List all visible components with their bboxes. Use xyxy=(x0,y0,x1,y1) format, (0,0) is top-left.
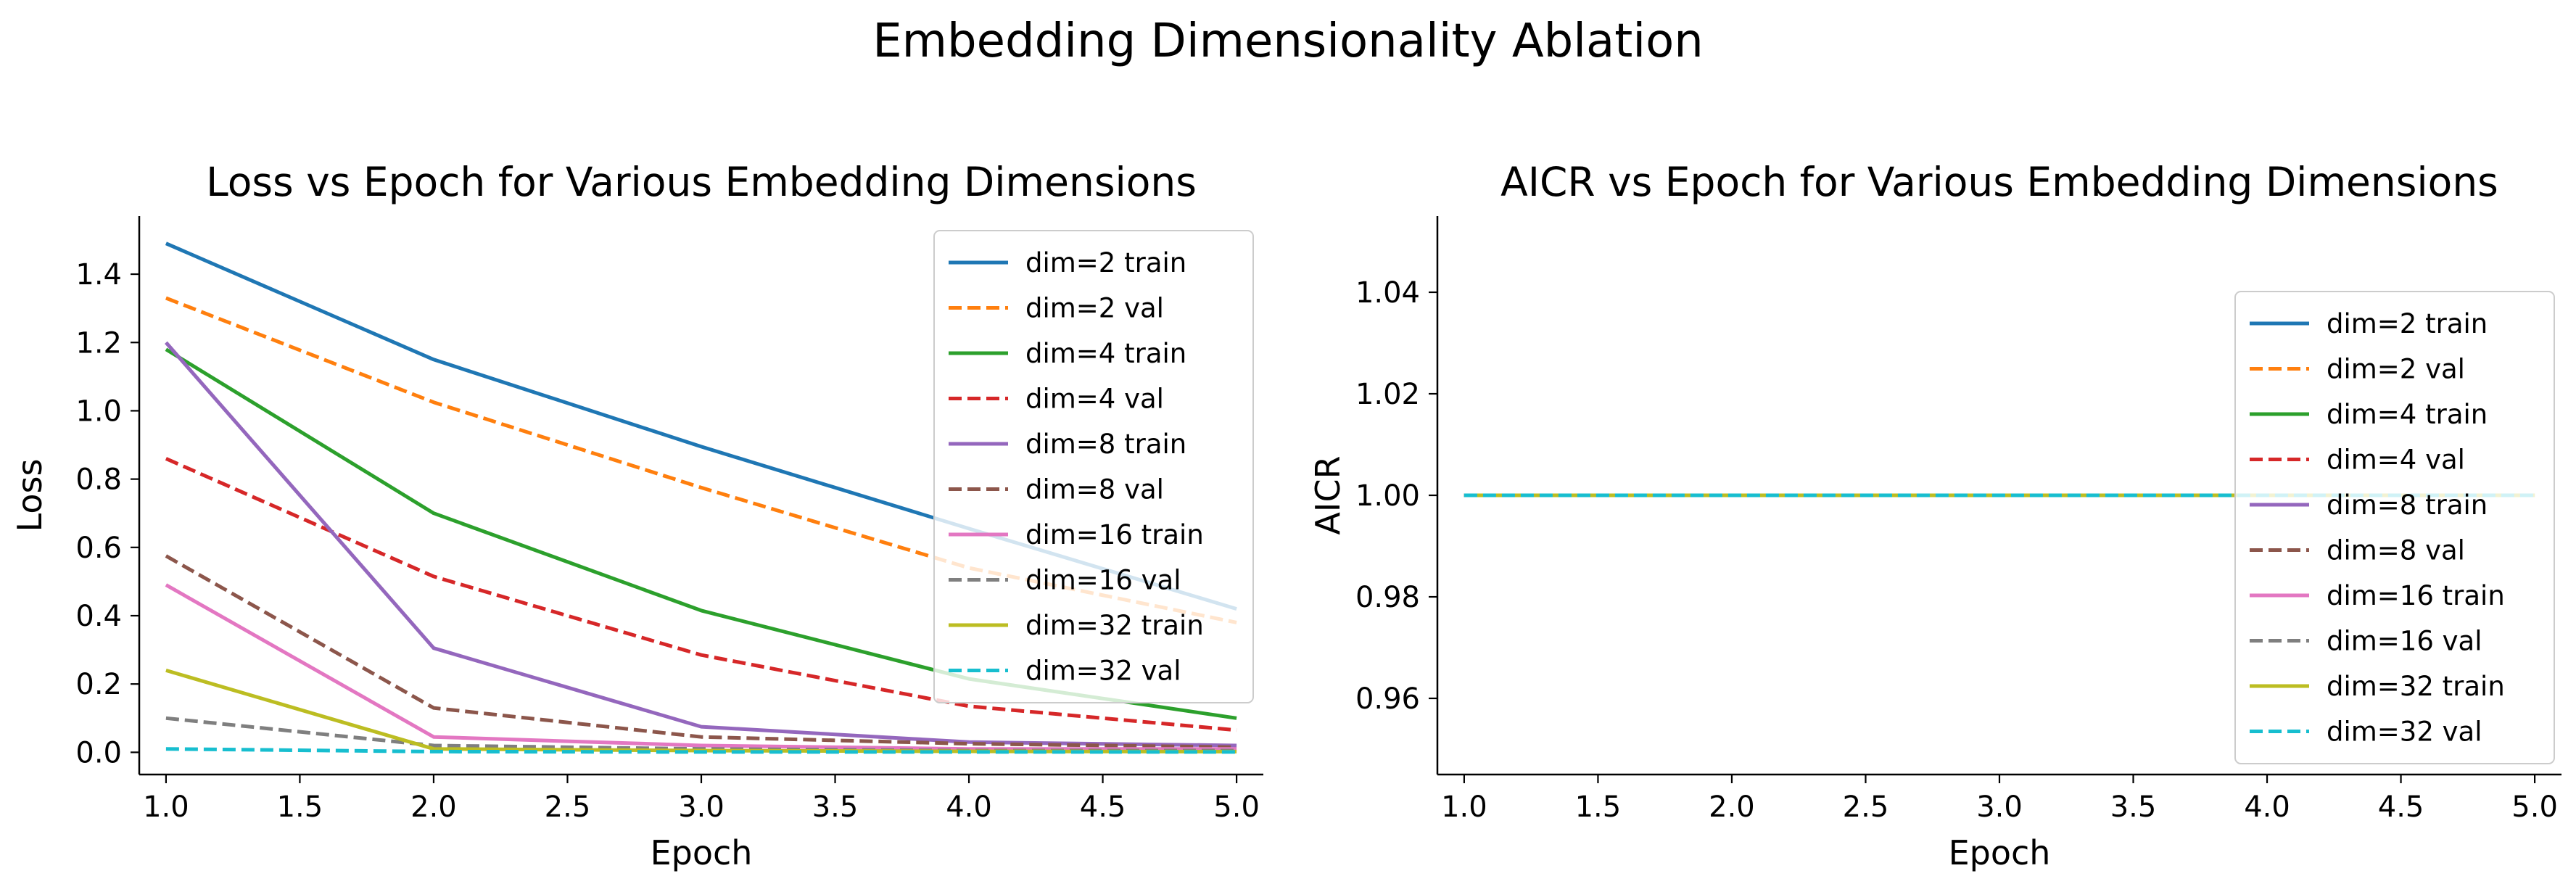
aicr-legend-label: dim=4 train xyxy=(2327,399,2488,430)
aicr-legend-label: dim=16 train xyxy=(2327,580,2505,611)
loss-x-tick-label: 4.0 xyxy=(946,790,992,824)
loss-y-axis-label: Loss xyxy=(10,459,49,532)
loss-legend-label: dim=4 val xyxy=(1025,384,1164,415)
aicr-x-tick-label: 4.0 xyxy=(2244,790,2290,824)
aicr-legend-label: dim=2 val xyxy=(2327,354,2465,385)
aicr-x-tick-label: 2.5 xyxy=(1843,790,1889,824)
aicr-legend-label: dim=16 val xyxy=(2327,626,2482,657)
loss-chart-panel: Loss vs Epoch for Various Embedding Dime… xyxy=(10,159,1263,872)
aicr-legend-label: dim=8 train xyxy=(2327,490,2488,521)
loss-series-line-dim-8-val xyxy=(165,554,1237,749)
loss-y-tick-label: 0.8 xyxy=(75,463,122,497)
loss-x-tick-label: 2.5 xyxy=(545,790,591,824)
loss-x-tick-label: 5.0 xyxy=(1213,790,1260,824)
loss-legend-label: dim=8 val xyxy=(1025,474,1164,505)
loss-series-line-dim-2-val xyxy=(165,296,1237,624)
aicr-chart-title: AICR vs Epoch for Various Embedding Dime… xyxy=(1500,159,2498,205)
loss-legend-label: dim=8 train xyxy=(1025,429,1186,460)
loss-legend-label: dim=4 train xyxy=(1025,338,1186,369)
aicr-x-tick-label: 1.5 xyxy=(1575,790,1622,824)
aicr-y-tick-label: 0.96 xyxy=(1355,682,1420,716)
loss-legend-label: dim=32 val xyxy=(1025,656,1181,687)
aicr-y-tick-label: 0.98 xyxy=(1355,581,1420,614)
aicr-x-tick-label: 2.0 xyxy=(1709,790,1755,824)
loss-y-tick-label: 0.0 xyxy=(75,736,122,769)
loss-x-tick-label: 2.0 xyxy=(410,790,457,824)
aicr-x-tick-label: 1.0 xyxy=(1441,790,1487,824)
loss-x-tick-label: 4.5 xyxy=(1080,790,1126,824)
loss-x-tick-label: 3.0 xyxy=(678,790,724,824)
loss-y-tick-label: 1.0 xyxy=(75,395,122,428)
loss-legend-box xyxy=(933,230,1254,703)
aicr-x-tick-label: 4.5 xyxy=(2378,790,2424,824)
loss-x-tick-label: 3.5 xyxy=(812,790,859,824)
aicr-legend-label: dim=4 val xyxy=(2327,445,2465,476)
figure-title: Embedding Dimensionality Ablation xyxy=(872,15,1704,68)
loss-y-tick-label: 0.6 xyxy=(75,532,122,565)
loss-y-tick-label: 1.4 xyxy=(75,258,122,292)
loss-series-line-dim-4-val xyxy=(165,457,1237,732)
aicr-x-tick-label: 5.0 xyxy=(2511,790,2558,824)
aicr-chart-panel: AICR vs Epoch for Various Embedding Dime… xyxy=(1308,159,2561,872)
loss-legend-label: dim=2 val xyxy=(1025,293,1164,324)
aicr-legend-label: dim=8 val xyxy=(2327,535,2465,566)
aicr-x-tick-label: 3.5 xyxy=(2110,790,2157,824)
loss-y-tick-label: 0.4 xyxy=(75,600,122,633)
loss-chart-title: Loss vs Epoch for Various Embedding Dime… xyxy=(206,159,1197,205)
loss-x-axis-label: Epoch xyxy=(651,833,753,872)
aicr-x-axis-label: Epoch xyxy=(1949,833,2051,872)
loss-legend: dim=2 train dim=2 val dim=4 train dim=4 val… xyxy=(933,230,1254,703)
aicr-y-tick-label: 1.04 xyxy=(1355,276,1420,310)
aicr-legend-label: dim=32 train xyxy=(2327,671,2505,702)
loss-y-tick-label: 1.2 xyxy=(75,326,122,360)
loss-legend-label: dim=16 train xyxy=(1025,519,1204,550)
loss-legend-label: dim=16 val xyxy=(1025,565,1181,596)
loss-y-tick-label: 0.2 xyxy=(75,668,122,701)
aicr-legend: dim=2 train dim=2 val dim=4 train dim=4 val… xyxy=(2234,291,2555,764)
aicr-legend-label: dim=2 train xyxy=(2327,308,2488,339)
aicr-legend-box xyxy=(2234,291,2555,764)
aicr-y-tick-label: 1.02 xyxy=(1355,378,1420,411)
loss-legend-label: dim=2 train xyxy=(1025,247,1186,278)
aicr-y-tick-label: 1.00 xyxy=(1355,479,1420,513)
loss-series-line-dim-32-val xyxy=(165,747,1237,754)
aicr-y-axis-label: AICR xyxy=(1308,455,1347,534)
loss-x-tick-label: 1.5 xyxy=(277,790,323,824)
loss-x-tick-label: 1.0 xyxy=(143,790,189,824)
aicr-legend-label: dim=32 val xyxy=(2327,717,2482,748)
aicr-x-tick-label: 3.0 xyxy=(1976,790,2023,824)
loss-legend-label: dim=32 train xyxy=(1025,610,1204,641)
